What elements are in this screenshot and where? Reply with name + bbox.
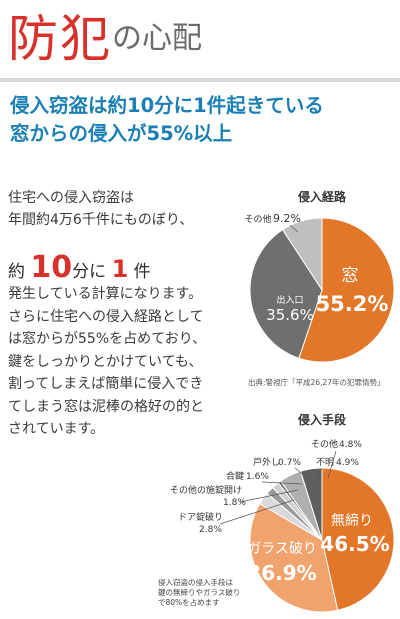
body-p2-line: 発生している計算になります。 — [8, 286, 203, 302]
leader-pie1-other — [289, 224, 299, 233]
pie2-duplicate-key-label: 合鍵 — [226, 470, 244, 482]
pie2-title: 侵入手段 — [297, 412, 347, 427]
page-title: 防犯の心配 — [8, 4, 202, 74]
body-p2-line: は窓からが55%を占めており、 — [8, 331, 207, 347]
pie2-other-value: 4.8% — [339, 440, 362, 450]
big-mid: 分に — [72, 262, 107, 282]
body-p2-line: てしまう窓は泥棒の格好の的と — [8, 398, 204, 415]
leader-pie2-duplicate-key — [261, 481, 303, 485]
body-intro: 住宅への侵入窃盗は 年間約4万6千件にものぼり、 — [8, 187, 248, 231]
pie2-door-removal-label: 戸外し — [253, 456, 280, 468]
leader-pie2-unknown — [317, 467, 323, 479]
frequency-highlight: 約 10分に 1 件 — [8, 250, 151, 285]
pie2-unlocked-label: 無締り — [331, 512, 373, 529]
method-note-line: 侵入窃盗の侵入手段は — [158, 578, 233, 587]
lead-text: 侵入窃盗は約10分に1件起きている 窓からの侵入が55%以上 — [10, 92, 395, 148]
method-note: 侵入窃盗の侵入手段は 鍵の無締りやガラス破り で80%を占めます — [158, 578, 298, 608]
pie2-door-lock-label: ドア錠破り — [178, 511, 223, 523]
pie1-door-label: 出入口 — [276, 294, 303, 306]
body-p2-line: 割ってしまえば簡単に侵入でき — [8, 376, 204, 392]
body-p2-line: 鍵をしっかりとかけていても、 — [8, 353, 203, 370]
leader-pie2-door-removal — [294, 467, 309, 480]
pie2-glass-value: 36.9% — [247, 561, 316, 585]
leader-pie2-other — [327, 450, 337, 479]
leader-pie2-lock-pick — [239, 489, 299, 503]
pie1-title: 侵入経路 — [297, 189, 347, 204]
big-number-count: 1 — [111, 255, 129, 283]
body-p2-line: さらに住宅への侵入経路として — [8, 308, 204, 325]
pie2-lock-pick-label: その他の施錠開け — [170, 484, 242, 496]
pie1-window-label: 窓 — [342, 266, 359, 286]
pie1-slice-1 — [249, 229, 323, 359]
pie2-lock-pick-value: 1.8% — [223, 498, 246, 508]
lead-line-2: 窓からの侵入が55%以上 — [10, 122, 233, 145]
source-note: 出典:警視庁「平成26,27年の犯罪情勢」 — [248, 378, 385, 387]
body-line-2: 年間約4万6千件にものぼり、 — [8, 212, 194, 228]
pie1-door-value: 35.6% — [266, 306, 314, 324]
header-divider — [0, 78, 400, 82]
body-paragraph: 発生している計算になります。 さらに住宅への侵入経路として は窓からが55%を占… — [8, 283, 258, 441]
pie1-slice-0 — [298, 217, 395, 363]
pie2-slice-0 — [321, 467, 395, 611]
pie-intrusion-method — [249, 467, 395, 613]
pie1-other-label: その他 — [244, 213, 271, 225]
pie2-door-lock-value: 2.8% — [199, 525, 222, 535]
pie1-other-value: 9.2% — [273, 212, 301, 225]
pie-intrusion-route — [249, 217, 395, 363]
pie2-door-removal-value: 0.7% — [278, 458, 301, 468]
pie2-unknown-label: 不明 — [316, 457, 334, 468]
pie1-slice-2 — [281, 217, 323, 292]
pie2-duplicate-key-value: 1.6% — [246, 472, 269, 482]
title-main: 防犯 — [8, 10, 112, 68]
pie2-glass-label: ガラス破り — [247, 541, 317, 557]
body-line-1: 住宅への侵入窃盗は — [8, 190, 134, 206]
body-p2-line: されています。 — [8, 421, 105, 437]
big-number-minutes: 10 — [30, 250, 73, 285]
lead-line-1: 侵入窃盗は約10分に1件起きている — [10, 94, 324, 117]
pie2-unlocked-value: 46.5% — [320, 532, 389, 556]
pie2-other-label: その他 — [311, 438, 338, 450]
method-note-line: で80%を占めます — [158, 598, 220, 607]
title-sub: の心配 — [112, 21, 202, 56]
leader-lines — [219, 224, 337, 525]
pie2-slice-1 — [249, 503, 339, 613]
big-suffix: 件 — [133, 262, 151, 282]
pie2-unknown-value: 4.9% — [336, 458, 359, 468]
pie1-window-value: 55.2% — [316, 292, 389, 316]
big-prefix: 約 — [8, 262, 25, 282]
method-note-line: 鍵の無締りやガラス破り — [158, 588, 241, 597]
leader-pie2-door-lock — [219, 499, 295, 525]
